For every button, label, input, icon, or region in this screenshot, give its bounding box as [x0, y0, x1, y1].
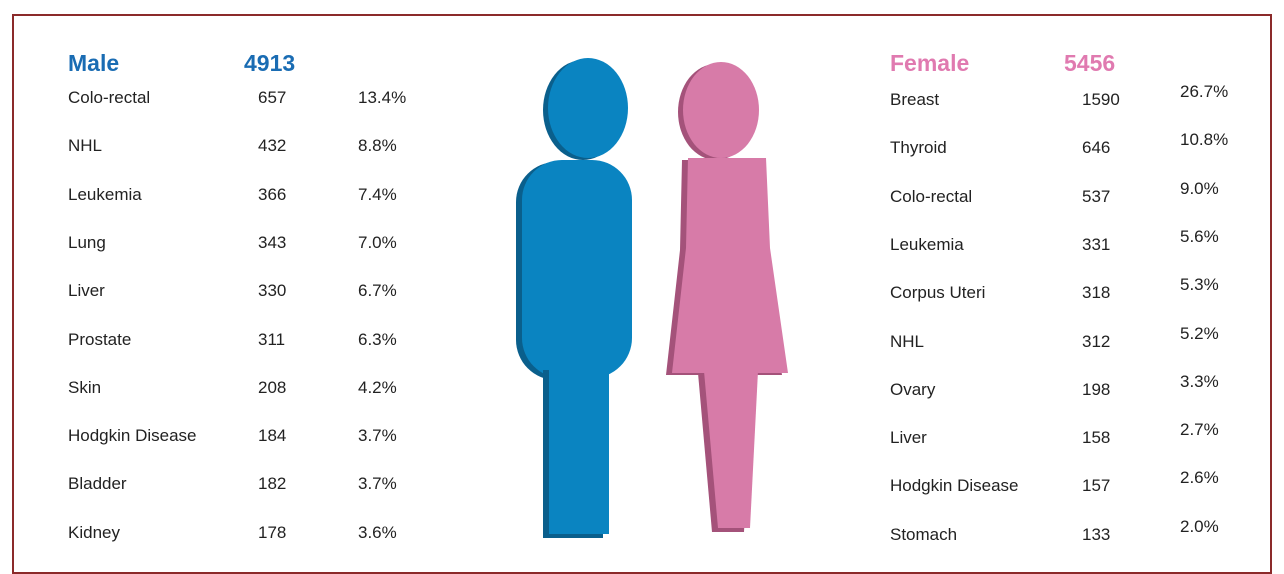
case-count: 331 [1082, 234, 1111, 254]
cancer-name: Thyroid [890, 138, 947, 158]
case-percent: 5.3% [1180, 275, 1219, 295]
case-percent: 6.7% [358, 281, 397, 301]
case-count: 318 [1082, 283, 1111, 303]
figures [516, 58, 788, 538]
cancer-name: Stomach [890, 524, 958, 544]
case-percent: 8.8% [358, 136, 397, 156]
case-percent: 7.4% [358, 184, 397, 204]
case-count: 158 [1082, 428, 1111, 448]
cancer-name: Kidney [68, 522, 120, 542]
case-count: 182 [258, 474, 287, 494]
case-count: 133 [1082, 524, 1111, 544]
case-percent: 3.7% [358, 426, 397, 446]
male-figure [516, 58, 632, 538]
section-title: Female [890, 50, 970, 76]
cancer-name: Lung [68, 232, 106, 252]
cancer-name: Liver [68, 281, 105, 301]
case-count: 312 [1082, 331, 1111, 351]
cancer-name: Hodgkin Disease [890, 476, 1019, 496]
section-total: 5456 [1064, 50, 1116, 76]
cancer-name: Ovary [890, 379, 936, 399]
case-count: 366 [258, 184, 287, 204]
cancer-name: Breast [890, 90, 940, 109]
case-percent: 26.7% [1180, 82, 1229, 101]
case-count: 657 [258, 88, 287, 107]
cancer-name: NHL [890, 331, 925, 351]
case-count: 537 [1082, 186, 1111, 206]
cancer-name: Prostate [68, 329, 132, 349]
case-count: 1590 [1082, 90, 1120, 109]
case-percent: 3.3% [1180, 371, 1219, 391]
section-title: Male [68, 50, 120, 76]
case-percent: 6.3% [358, 329, 397, 349]
case-percent: 4.2% [358, 377, 397, 397]
page: {"male": {"title": "Male", "total": 4913… [12, 14, 1272, 574]
case-count: 432 [258, 136, 287, 156]
cancer-name: Colo-rectal [890, 186, 973, 206]
cancer-name: Liver [890, 428, 927, 448]
case-count: 198 [1082, 379, 1111, 399]
case-percent: 13.4% [358, 88, 407, 107]
case-percent: 3.6% [358, 522, 397, 542]
case-percent: 10.8% [1180, 130, 1229, 150]
case-count: 208 [258, 377, 287, 397]
cancer-name: Hodgkin Disease [68, 426, 197, 446]
cancer-name: Colo-rectal [68, 88, 151, 107]
case-percent: 2.6% [1180, 468, 1219, 488]
case-count: 184 [258, 426, 287, 446]
case-percent: 3.7% [358, 474, 397, 494]
cancer-name: Leukemia [890, 234, 964, 254]
case-percent: 5.6% [1180, 226, 1219, 246]
case-count: 178 [258, 522, 287, 542]
case-count: 646 [1082, 138, 1111, 158]
case-count: 311 [258, 329, 286, 349]
section-total: 4913 [244, 50, 296, 76]
case-percent: 9.0% [1180, 178, 1219, 198]
case-count: 330 [258, 281, 287, 301]
case-count: 157 [1082, 476, 1111, 496]
cancer-name: Skin [68, 377, 102, 397]
case-percent: 2.7% [1180, 420, 1219, 440]
female-figure [666, 62, 788, 532]
case-count: 343 [258, 232, 287, 252]
case-percent: 5.2% [1180, 323, 1219, 343]
cancer-name: Corpus Uteri [890, 283, 986, 303]
cancer-name: Bladder [68, 474, 127, 494]
cancer-name: Leukemia [68, 184, 142, 204]
case-percent: 2.0% [1180, 516, 1219, 536]
case-percent: 7.0% [358, 232, 397, 252]
cancer-name: NHL [68, 136, 103, 156]
